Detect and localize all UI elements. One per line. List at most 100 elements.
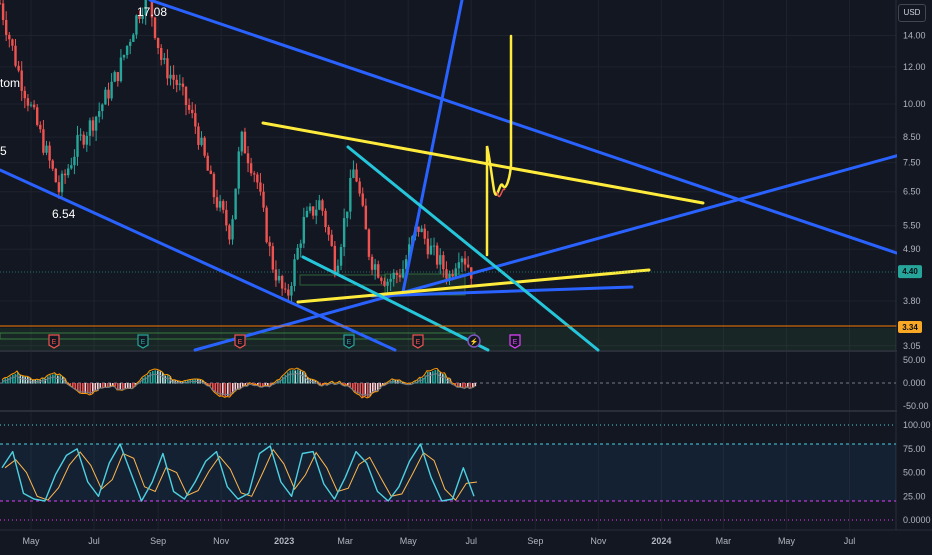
candle-body bbox=[296, 247, 299, 260]
macd-bar bbox=[299, 370, 302, 384]
event-markers[interactable]: E E E E E ⚡ E bbox=[48, 334, 521, 349]
macd-bar bbox=[264, 383, 267, 386]
earnings-label: E bbox=[238, 339, 243, 346]
macd-bar bbox=[77, 383, 79, 391]
macd-bar bbox=[164, 375, 167, 384]
macd-bar bbox=[212, 383, 214, 390]
macd-bar bbox=[222, 383, 224, 396]
trend-yellow-upper[interactable] bbox=[261, 121, 705, 205]
time-axis-bg bbox=[0, 530, 932, 550]
macd-bar bbox=[352, 383, 354, 389]
trend-blue-rising[interactable] bbox=[193, 144, 932, 352]
event-marker-1[interactable]: E bbox=[137, 334, 149, 349]
macd-bar bbox=[424, 375, 427, 384]
event-marker-3[interactable]: E bbox=[343, 334, 355, 349]
macd-bar bbox=[119, 383, 122, 390]
candle-body bbox=[277, 275, 281, 281]
price-tick-label-6: 5.50 bbox=[903, 221, 921, 231]
price-axis-bg bbox=[897, 0, 932, 530]
stoch-band bbox=[0, 444, 896, 501]
currency-label[interactable]: USD bbox=[898, 4, 926, 22]
macd-bar bbox=[102, 383, 104, 389]
macd-bar bbox=[457, 383, 459, 388]
macd-bar bbox=[402, 381, 404, 384]
trend-blue-lower-channel[interactable] bbox=[0, 168, 397, 352]
candle-body bbox=[116, 72, 120, 82]
time-tick-label-10: 2024 bbox=[651, 536, 671, 546]
time-tick-label-11: Mar bbox=[716, 536, 732, 546]
macd-bar bbox=[7, 377, 9, 384]
macd-bar bbox=[374, 383, 377, 392]
candle-body bbox=[29, 104, 33, 106]
candle-body bbox=[194, 113, 197, 127]
candle-body bbox=[237, 151, 240, 189]
event-marker-4[interactable]: E bbox=[412, 334, 424, 349]
macd-bar bbox=[337, 382, 339, 384]
candle-body bbox=[240, 131, 244, 152]
macd-bar bbox=[9, 376, 12, 384]
candle-body bbox=[163, 58, 166, 60]
macd-bar bbox=[89, 383, 92, 395]
event-marker-0[interactable]: E bbox=[48, 334, 60, 349]
candle-body bbox=[445, 269, 448, 279]
macd-bar bbox=[149, 371, 152, 384]
support-level-badge[interactable] bbox=[898, 321, 922, 333]
trend-blue-steep[interactable] bbox=[401, 0, 464, 294]
candle-body bbox=[339, 247, 343, 266]
macd-bar bbox=[379, 383, 382, 389]
macd-bar bbox=[87, 383, 89, 394]
earnings-label: E bbox=[347, 339, 352, 346]
candle-body bbox=[246, 153, 250, 164]
candle-body bbox=[367, 229, 371, 257]
event-marker-5[interactable]: ⚡ bbox=[467, 334, 481, 348]
macd-bar bbox=[117, 383, 119, 390]
candle-body bbox=[383, 280, 386, 286]
event-marker-2[interactable]: E bbox=[234, 334, 246, 349]
macd-bar bbox=[282, 376, 284, 384]
candle-body bbox=[346, 211, 349, 219]
signal-line bbox=[1, 372, 475, 396]
candle-body bbox=[178, 83, 182, 85]
candle-body bbox=[26, 98, 30, 106]
macd-bar bbox=[342, 383, 344, 385]
macd-bar bbox=[427, 371, 429, 384]
macd-bar bbox=[137, 382, 139, 384]
time-tick-label-4: 2023 bbox=[274, 536, 294, 546]
macd-bar bbox=[269, 383, 272, 387]
time-tick-label-8: Sep bbox=[527, 536, 543, 546]
candle-body bbox=[370, 256, 374, 270]
macd-bar bbox=[412, 382, 414, 384]
macd-bar bbox=[24, 376, 27, 384]
candle-body bbox=[423, 228, 426, 239]
macd-tick-label-1: 0.000 bbox=[903, 378, 926, 388]
event-marker-6[interactable]: E bbox=[509, 334, 521, 349]
candle-body bbox=[54, 168, 58, 183]
candle-body bbox=[125, 45, 129, 55]
consolidation-box-left[interactable] bbox=[299, 274, 386, 286]
candle-body bbox=[321, 200, 324, 211]
last-price-badge[interactable] bbox=[898, 265, 922, 279]
trend-cyan-fast[interactable] bbox=[346, 145, 600, 352]
candle-body bbox=[200, 137, 203, 145]
candle-body bbox=[129, 41, 132, 46]
candle-body bbox=[333, 245, 337, 273]
candle-body bbox=[451, 274, 454, 277]
candle-body bbox=[389, 278, 392, 282]
time-tick-label-1: Jul bbox=[88, 536, 100, 546]
macd-bar bbox=[254, 383, 257, 386]
candle-body bbox=[318, 200, 321, 210]
trend-yellow-lower[interactable] bbox=[296, 268, 651, 304]
drawings[interactable] bbox=[0, 0, 932, 352]
time-axis[interactable]: May Jul Sep Nov 2023 Mar May Jul Sep Nov 2024 Mar Ma… bbox=[0, 529, 932, 550]
macd-tick-label-2: -50.00 bbox=[903, 401, 929, 411]
candle-body bbox=[466, 264, 470, 268]
price-axis[interactable]: 14.00 12.00 10.00 8.50 7.50 6.50 5.50 4.90 3.80 3… bbox=[897, 0, 932, 530]
trend-blue-flat[interactable] bbox=[370, 285, 634, 298]
projection-path[interactable] bbox=[485, 34, 513, 257]
macd-bar bbox=[224, 383, 227, 397]
trend-blue-upper-channel[interactable] bbox=[148, 0, 932, 267]
price-tick-label-5: 6.50 bbox=[903, 187, 921, 197]
macd-bar bbox=[369, 383, 372, 397]
